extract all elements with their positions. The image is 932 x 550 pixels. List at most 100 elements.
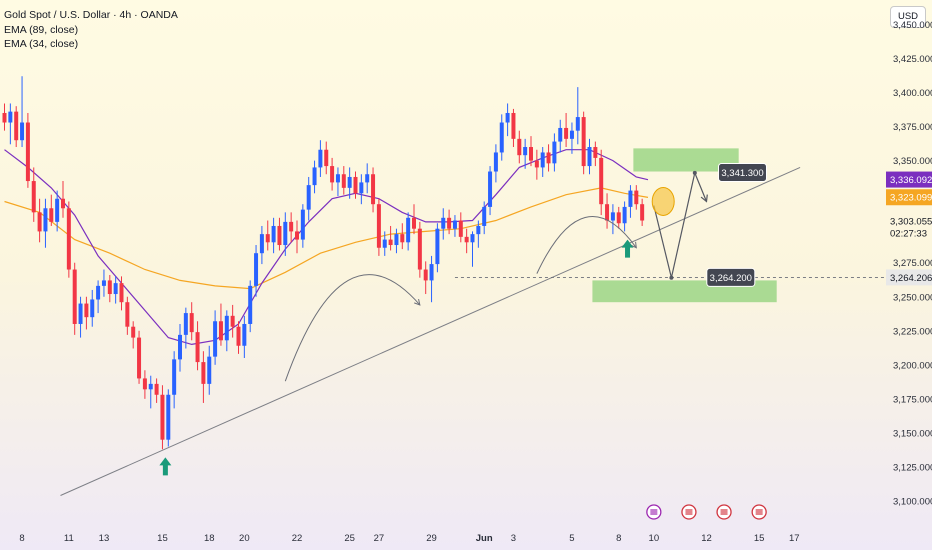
candle-body [8,111,13,123]
candle [599,149,604,216]
projection-arrowhead [700,194,708,203]
candle-body [43,208,48,232]
candle-body [353,176,358,194]
candle [248,280,253,333]
event-flag [650,509,658,515]
candle [166,389,171,447]
price-tick-label: 3,350.000 [893,156,932,167]
candle-body [634,190,639,205]
candle [406,212,411,251]
candle [470,231,475,267]
candle [172,351,177,409]
candle-body [101,280,106,286]
price-tick-label: 3,250.000 [893,292,932,303]
candle [640,198,645,226]
candle-body [295,231,299,240]
candle-body [523,147,528,156]
price-tag-text: 3,341.300 [721,168,763,179]
candle [101,269,106,297]
candle-body [254,253,259,286]
projection-high-dot [692,170,697,175]
candle-body [178,334,182,360]
time-tick-label: 29 [426,533,437,544]
time-tick-label: 11 [64,533,74,544]
candle-body [189,313,194,333]
price-tag: 3,264.200 [706,267,756,287]
legend-ema-89[interactable]: EMA (89, close) [4,23,79,36]
candle [353,171,358,199]
candle-body [511,112,516,139]
candle [78,296,83,338]
candle-body [529,147,533,161]
price-tick-label: 3,450.000 [893,20,932,31]
candle-body [160,394,165,440]
time-tick-label: 5 [569,533,574,544]
news-event-icon [646,504,662,520]
candle [107,274,112,303]
candle [119,276,124,311]
candle-body [31,181,36,213]
candle-body [66,208,71,270]
candle [605,193,610,229]
candle-body [552,141,557,164]
time-tick-label: 25 [344,533,355,544]
time-tick-label: 3 [511,533,516,544]
ema-89-line [4,187,649,290]
candle-body [207,356,212,384]
currency-badge[interactable]: USD [890,6,926,28]
candle-body [640,204,645,221]
candle-body [61,198,65,209]
candle [359,174,364,205]
candle [435,223,440,273]
candle-body [341,174,346,188]
candle-body [452,220,457,229]
candle [593,141,598,167]
candle [517,130,522,164]
candle-body [25,122,30,182]
candle [224,310,229,352]
candle-body [236,326,241,346]
candle [189,302,194,341]
candle [318,140,323,177]
event-flag [720,509,728,515]
annotations [159,170,708,476]
candle [90,289,95,327]
candle-body [400,234,405,243]
candle-body [558,127,563,142]
candle-body [14,111,19,141]
candle [452,215,457,237]
candle-body [90,299,95,318]
candle-body [265,234,270,243]
curve-arrowhead [414,298,421,306]
curved-arrow-1 [284,274,421,382]
candle [534,149,539,180]
candle [218,303,223,346]
candle [8,103,13,145]
candle [312,160,317,194]
legend-ema-34[interactable]: EMA (34, close) [4,38,79,50]
time-tick-label: 20 [239,533,250,544]
curve-arrowhead [630,241,637,249]
candle [382,231,387,256]
legend-symbol[interactable]: Gold Spot / U.S. Dollar · 4h · OANDA [4,9,178,21]
candle [569,122,574,154]
candle [628,185,633,218]
candle-body [575,117,580,131]
candle [236,321,241,354]
candle [183,307,188,349]
candle [242,315,247,359]
candle [43,198,48,248]
candle-body [382,239,387,248]
price-tick-label: 3,400.000 [893,88,932,99]
candle-body [125,302,130,327]
candle [61,181,65,218]
candle-body [417,228,422,270]
candle [482,201,487,235]
candle-body [2,112,7,123]
candle-body [359,182,364,194]
candle [259,225,264,265]
candle-body [616,212,621,224]
candle-body [277,225,282,246]
candle-body [172,359,177,395]
